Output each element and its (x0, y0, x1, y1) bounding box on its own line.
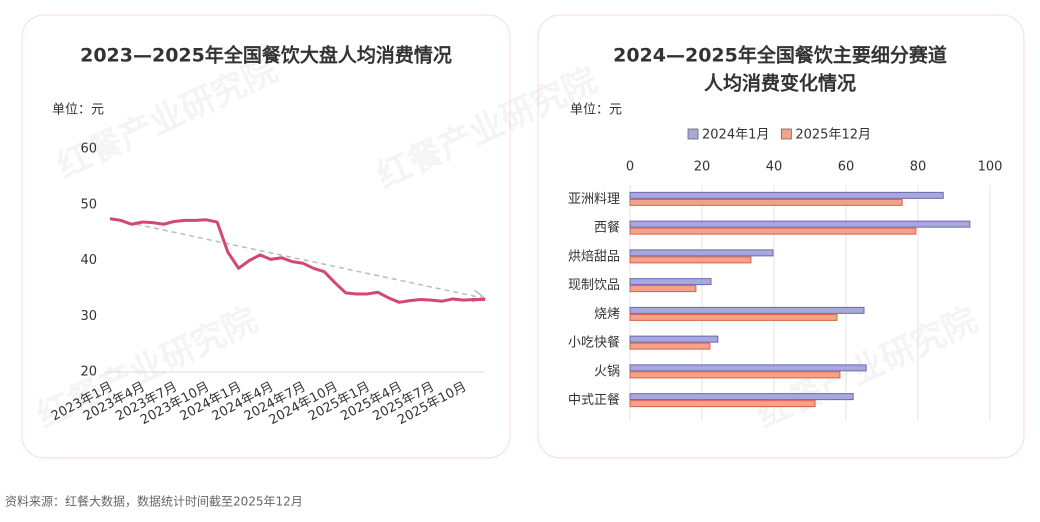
legend-label: 2024年1月 (702, 128, 769, 143)
bar (629, 400, 816, 408)
source: 资料来源：红餐大数据，数据统计时间截至2025年12月 (5, 494, 303, 509)
y-tick-label: 西餐 (594, 220, 620, 236)
line (109, 217, 485, 304)
chart-title: 2023—2025年全国餐饮大盘人均消费情况 (80, 44, 452, 67)
bar (629, 220, 971, 228)
y-tick-label: 30 (80, 309, 97, 324)
bar (629, 191, 944, 199)
unit: 单位：元 (52, 103, 104, 118)
y-tick-label: 亚洲料理 (568, 192, 620, 207)
y-tick-label: 烧烤 (594, 307, 620, 322)
y-tick-label: 50 (80, 197, 97, 212)
x-tick-label: 60 (838, 160, 855, 175)
bar (629, 278, 712, 286)
unit: 单位：元 (570, 103, 622, 118)
x-tick-label: 40 (766, 160, 783, 175)
legend-swatch (780, 128, 792, 140)
y-tick-label: 20 (80, 365, 97, 380)
x-tick-label: 100 (978, 160, 1003, 175)
bar (629, 306, 865, 314)
bar (629, 198, 903, 206)
bar (629, 335, 719, 343)
trendline (109, 217, 485, 299)
x-tick-label: 20 (694, 160, 711, 175)
y-tick-label: 小吃快餐 (568, 335, 620, 351)
y-tick-label: 60 (80, 142, 97, 157)
y-tick-label: 中式正餐 (568, 392, 620, 408)
y-tick-label: 40 (80, 253, 97, 268)
bar (629, 393, 854, 401)
bar (629, 227, 917, 235)
bar (629, 364, 867, 372)
bar (629, 249, 774, 257)
bar (629, 313, 838, 321)
bar (629, 342, 711, 350)
chart-title: 人均消费变化情况 (704, 72, 856, 95)
bar (629, 285, 697, 293)
y-tick-label: 火锅 (594, 363, 620, 379)
x-tick-label: 80 (910, 160, 927, 175)
legend-swatch (687, 128, 699, 140)
chart-title: 2024—2025年全国餐饮主要细分赛道 (613, 44, 947, 67)
y-tick-label: 现制饮品 (568, 278, 620, 293)
x-tick-label: 0 (626, 160, 634, 175)
card (21, 14, 511, 459)
y-tick-label: 烘焙甜品 (568, 248, 620, 264)
legend-label: 2025年12月 (795, 128, 871, 143)
bar (629, 371, 841, 379)
bar (629, 256, 752, 264)
